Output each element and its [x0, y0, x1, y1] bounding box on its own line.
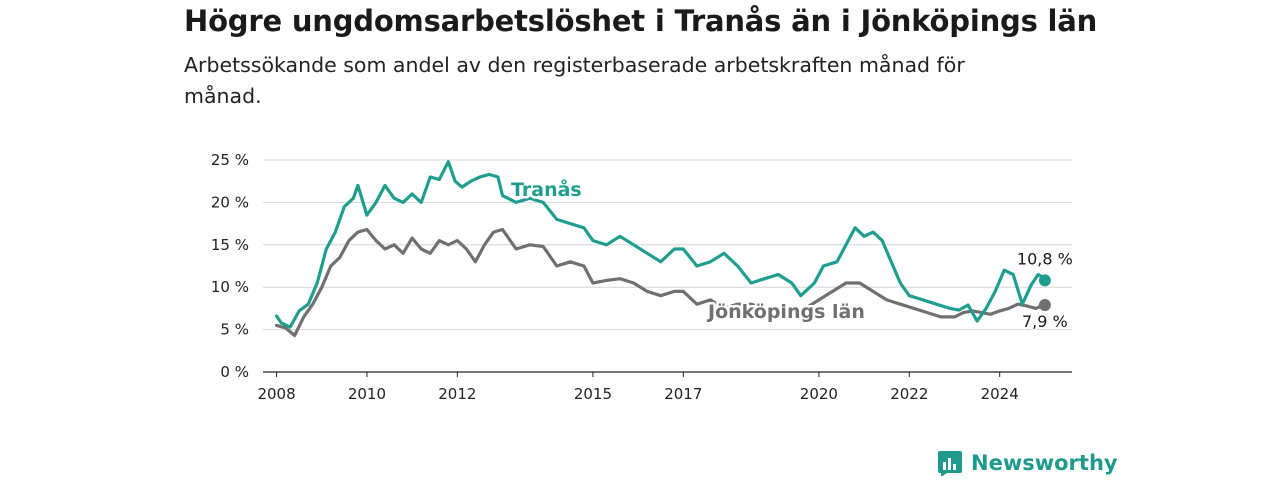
x-tick-label: 2010 — [348, 385, 386, 403]
y-tick-label: 0 % — [220, 363, 249, 381]
x-tick-label: 2017 — [664, 385, 702, 403]
y-tick-label: 20 % — [211, 193, 249, 211]
chart-subtitle: Arbetssökande som andel av den registerb… — [184, 53, 965, 108]
series-line-tranas — [275, 160, 1047, 329]
x-tick-label: 2024 — [981, 385, 1019, 403]
brand-name: Newsworthy — [971, 451, 1118, 475]
brand-logo: Newsworthy — [937, 448, 1118, 478]
x-tick-label: 2015 — [574, 385, 612, 403]
y-tick-label: 10 % — [211, 278, 249, 296]
x-tick-label: 2020 — [800, 385, 838, 403]
series-label-jonkopings-lan: Jönköpings län — [706, 301, 865, 323]
x-tick-label: 2012 — [438, 385, 476, 403]
series-label-tranas: Tranås — [511, 177, 582, 201]
end-value-label: 10,8 % — [1017, 249, 1073, 268]
y-tick-label: 15 % — [211, 236, 249, 254]
x-tick-label: 2008 — [257, 385, 295, 403]
series-line-jonkopings-lan — [275, 227, 1047, 338]
end-point-tranas — [1038, 274, 1051, 287]
newsworthy-logo-icon — [938, 451, 962, 476]
y-tick-label: 5 % — [220, 321, 249, 339]
end-point-jonkopings-lan — [1038, 299, 1051, 312]
chart-title: Högre ungdomsarbetslöshet i Tranås än i … — [184, 4, 1098, 38]
end-value-label: 7,9 % — [1022, 312, 1068, 331]
x-tick-label: 2022 — [890, 385, 928, 403]
y-tick-label: 25 % — [211, 151, 249, 169]
